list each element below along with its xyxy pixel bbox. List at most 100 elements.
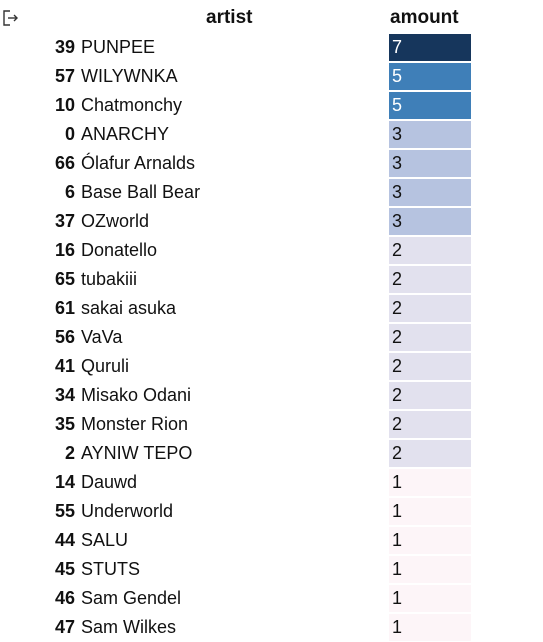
table-row[interactable]: 65 tubakiii 2 <box>0 265 543 294</box>
amount-cell: 3 <box>389 208 471 235</box>
row-index: 46 <box>54 588 75 608</box>
row-index: 47 <box>54 617 75 637</box>
table-row[interactable]: 2 AYNIW TEPO 2 <box>0 439 543 468</box>
amount-cell: 1 <box>389 469 471 496</box>
amount-value: 5 <box>392 66 403 86</box>
row-index: 35 <box>54 414 75 434</box>
artist-name: STUTS <box>81 559 141 579</box>
amount-cell: 2 <box>389 411 471 438</box>
artist-name: OZworld <box>81 211 150 231</box>
amount-cell: 5 <box>389 92 471 119</box>
table-row[interactable]: 35 Monster Rion 2 <box>0 410 543 439</box>
row-index: 57 <box>54 66 75 86</box>
artist-name: Ólafur Arnalds <box>81 153 196 173</box>
artist-name: Donatello <box>81 240 158 260</box>
table-row[interactable]: 45 STUTS 1 <box>0 555 543 584</box>
artist-name: Base Ball Bear <box>81 182 201 202</box>
amount-cell: 3 <box>389 179 471 206</box>
table-row[interactable]: 46 Sam Gendel 1 <box>0 584 543 613</box>
row-index: 66 <box>54 153 75 173</box>
table-row[interactable]: 16 Donatello 2 <box>0 236 543 265</box>
column-header-amount[interactable]: amount <box>390 7 459 28</box>
artist-name: Monster Rion <box>81 414 189 434</box>
table-row[interactable]: 57 WILYWNKA 5 <box>0 62 543 91</box>
amount-value: 1 <box>392 617 403 637</box>
table-row[interactable]: 66 Ólafur Arnalds 3 <box>0 149 543 178</box>
table-row[interactable]: 37 OZworld 3 <box>0 207 543 236</box>
table-row[interactable]: 56 VaVa 2 <box>0 323 543 352</box>
amount-value: 1 <box>392 588 403 608</box>
artist-name: VaVa <box>81 327 123 347</box>
amount-value: 1 <box>392 559 403 579</box>
amount-value: 3 <box>392 211 403 231</box>
row-index: 34 <box>54 385 75 405</box>
table-row[interactable]: 14 Dauwd 1 <box>0 468 543 497</box>
column-header-artist[interactable]: artist <box>206 7 253 28</box>
table-row[interactable]: 41 Quruli 2 <box>0 352 543 381</box>
artist-name: ANARCHY <box>81 124 170 144</box>
row-index: 56 <box>54 327 75 347</box>
artist-name: Dauwd <box>81 472 138 492</box>
table-row[interactable]: 61 sakai asuka 2 <box>0 294 543 323</box>
amount-value: 2 <box>392 240 403 260</box>
row-index: 6 <box>64 182 75 202</box>
artist-name: tubakiii <box>81 269 138 289</box>
artist-name: SALU <box>81 530 129 550</box>
amount-cell: 1 <box>389 614 471 641</box>
artist-name: AYNIW TEPO <box>81 443 193 463</box>
amount-value: 2 <box>392 298 403 318</box>
amount-value: 7 <box>392 37 403 57</box>
amount-cell: 2 <box>389 266 471 293</box>
row-index: 39 <box>54 37 75 57</box>
amount-value: 3 <box>392 153 403 173</box>
amount-value: 5 <box>392 95 403 115</box>
row-index: 44 <box>54 530 75 550</box>
amount-value: 1 <box>392 501 403 521</box>
amount-cell: 2 <box>389 382 471 409</box>
amount-value: 1 <box>392 472 403 492</box>
artist-name: sakai asuka <box>81 298 177 318</box>
artist-name: Sam Wilkes <box>81 617 177 637</box>
row-index: 16 <box>54 240 75 260</box>
row-index: 45 <box>54 559 75 579</box>
artist-name: Misako Odani <box>81 385 192 405</box>
table-row[interactable]: 55 Underworld 1 <box>0 497 543 526</box>
row-index: 61 <box>54 298 75 318</box>
row-index: 37 <box>54 211 75 231</box>
amount-cell: 2 <box>389 295 471 322</box>
artist-name: WILYWNKA <box>81 66 178 86</box>
amount-cell: 3 <box>389 121 471 148</box>
table-row[interactable]: 6 Base Ball Bear 3 <box>0 178 543 207</box>
amount-cell: 1 <box>389 527 471 554</box>
amount-cell: 2 <box>389 353 471 380</box>
artist-name: Sam Gendel <box>81 588 182 608</box>
table-row[interactable]: 10 Chatmonchy 5 <box>0 91 543 120</box>
amount-cell: 2 <box>389 237 471 264</box>
table-header: artist amount <box>0 4 543 32</box>
amount-cell: 7 <box>389 34 471 61</box>
amount-value: 2 <box>392 385 403 405</box>
table-body: 39 PUNPEE 7 57 WILYWNKA 5 10 Chatmonchy 5 0 ANARCH… <box>0 33 543 642</box>
table-row[interactable]: 39 PUNPEE 7 <box>0 33 543 62</box>
row-index: 0 <box>64 124 75 144</box>
amount-cell: 2 <box>389 324 471 351</box>
amount-value: 3 <box>392 124 403 144</box>
amount-cell: 1 <box>389 498 471 525</box>
amount-value: 2 <box>392 327 403 347</box>
amount-value: 2 <box>392 443 403 463</box>
table-row[interactable]: 47 Sam Wilkes 1 <box>0 613 543 642</box>
amount-cell: 1 <box>389 585 471 612</box>
export-icon[interactable] <box>2 9 20 27</box>
row-index: 14 <box>54 472 75 492</box>
row-index: 10 <box>54 95 75 115</box>
table-row[interactable]: 44 SALU 1 <box>0 526 543 555</box>
artist-name: Quruli <box>81 356 130 376</box>
amount-value: 2 <box>392 269 403 289</box>
row-index: 55 <box>54 501 75 521</box>
table-row[interactable]: 34 Misako Odani 2 <box>0 381 543 410</box>
artist-name: Chatmonchy <box>81 95 183 115</box>
amount-value: 1 <box>392 530 403 550</box>
amount-cell: 1 <box>389 556 471 583</box>
amount-cell: 3 <box>389 150 471 177</box>
table-row[interactable]: 0 ANARCHY 3 <box>0 120 543 149</box>
